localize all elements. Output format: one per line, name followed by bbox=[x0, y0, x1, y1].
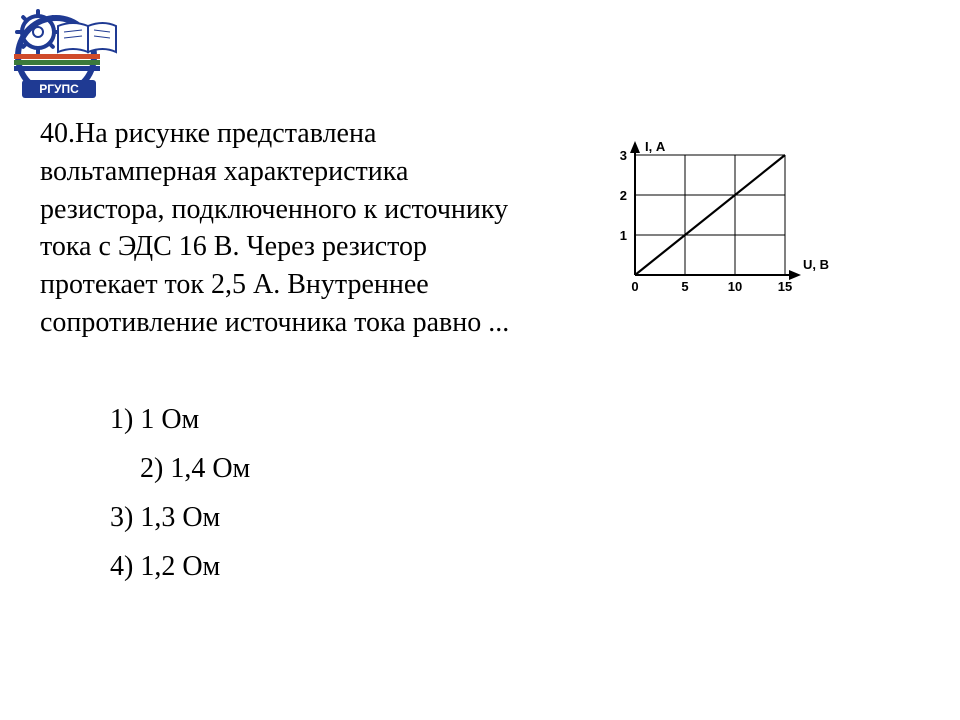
svg-text:15: 15 bbox=[778, 279, 792, 294]
institution-logo: РГУПС bbox=[8, 8, 118, 103]
answer-option-1: 1) 1 Ом bbox=[110, 395, 250, 444]
svg-text:2: 2 bbox=[620, 188, 627, 203]
svg-text:3: 3 bbox=[620, 148, 627, 163]
logo-svg: РГУПС bbox=[8, 8, 118, 103]
question-text-block: 40.На рисунке представлена вольтамперная… bbox=[40, 115, 520, 342]
svg-text:5: 5 bbox=[681, 279, 688, 294]
svg-text:I, А: I, А bbox=[645, 140, 666, 154]
question-number: 40. bbox=[40, 118, 75, 149]
svg-text:РГУПС: РГУПС bbox=[39, 82, 79, 96]
svg-text:U, В: U, В bbox=[803, 257, 829, 272]
iv-chart-svg: 0 5 10 15 1 2 3 I, А U, В bbox=[590, 140, 850, 310]
question-text: На рисунке представлена вольтамперная ха… bbox=[40, 118, 509, 338]
answer-options: 1) 1 Ом 2) 1,4 Ом 3) 1,3 Ом 4) 1,2 Ом bbox=[110, 395, 250, 591]
answer-option-3: 3) 1,3 Ом bbox=[110, 493, 250, 542]
answer-option-4: 4) 1,2 Ом bbox=[110, 542, 250, 591]
page: РГУПС 40.На рисунке представлена вольтам… bbox=[0, 0, 960, 720]
svg-text:1: 1 bbox=[620, 228, 627, 243]
answer-option-2: 2) 1,4 Ом bbox=[140, 444, 250, 493]
svg-text:0: 0 bbox=[631, 279, 638, 294]
iv-chart: 0 5 10 15 1 2 3 I, А U, В bbox=[590, 140, 850, 310]
svg-text:10: 10 bbox=[728, 279, 742, 294]
